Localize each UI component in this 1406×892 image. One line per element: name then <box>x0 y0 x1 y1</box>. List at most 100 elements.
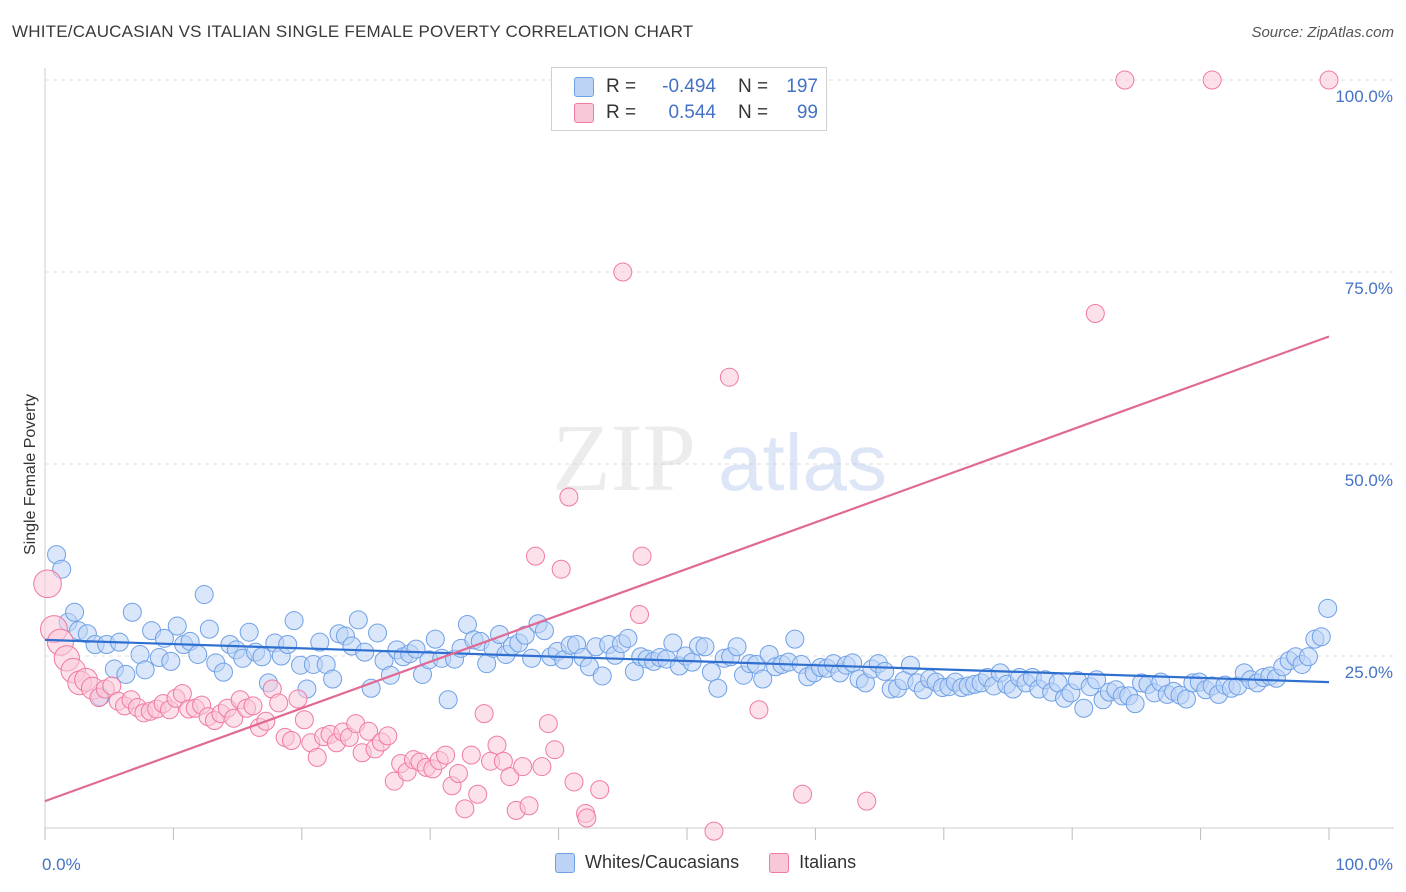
italians-point <box>461 745 481 765</box>
italians-point <box>1319 70 1339 90</box>
whites-point <box>1074 698 1094 718</box>
whites-point <box>188 644 208 664</box>
italians-point <box>632 546 652 566</box>
trend-lines <box>44 335 1330 803</box>
italians-point <box>307 747 327 767</box>
italians-point <box>243 696 263 716</box>
x-tick-label: 100.0% <box>1335 855 1393 874</box>
italians-point <box>545 740 565 760</box>
y-tick-label: 100.0% <box>1335 87 1393 106</box>
whites-point <box>199 619 219 639</box>
whites-point <box>355 642 375 662</box>
whites-point <box>278 634 298 654</box>
legend-r-label: R = <box>606 76 637 97</box>
whites-point <box>122 602 142 622</box>
whites-point <box>167 616 187 636</box>
italians-point <box>538 714 558 734</box>
series-legend-whites-label: Whites/Caucasians <box>585 852 740 872</box>
italians-point <box>487 735 507 755</box>
whites-point <box>900 655 920 675</box>
series-swatch-italians <box>769 852 790 873</box>
legend-n-value: 197 <box>786 76 818 97</box>
italians-point <box>436 745 456 765</box>
watermark-atlas: atlas <box>718 418 887 507</box>
italians-point <box>1085 303 1105 323</box>
whites-point <box>161 651 181 671</box>
whites-point <box>438 690 458 710</box>
italians-point <box>359 721 379 741</box>
whites-point <box>135 660 155 680</box>
italians-point <box>384 771 404 791</box>
y-tick-label: 25.0% <box>1345 663 1393 682</box>
italians-point <box>282 730 302 750</box>
italians-point <box>468 784 488 804</box>
whites-point <box>1318 598 1338 618</box>
legend-n-label: N = <box>738 76 769 97</box>
legend-row-italians: R = 0.544 N = 99 <box>574 101 818 125</box>
whites-point <box>708 678 728 698</box>
whites-point <box>368 623 388 643</box>
italians-point <box>474 704 494 724</box>
italians-point <box>551 559 571 579</box>
italians-point <box>378 726 398 746</box>
whites-point <box>116 664 136 684</box>
whites-point <box>875 661 895 681</box>
legend-n-value: 99 <box>796 102 818 123</box>
italians-point <box>448 764 468 784</box>
italians-point <box>719 367 739 387</box>
italians-point <box>532 757 552 777</box>
series-legend-whites[interactable]: Whites/Caucasians <box>555 852 739 873</box>
whites-point <box>348 610 368 630</box>
gridlines <box>45 79 1394 657</box>
legend-n-label: N = <box>738 102 769 123</box>
whites-point <box>785 629 805 649</box>
whites-point <box>701 662 721 682</box>
whites-trend-line <box>44 638 1330 684</box>
legend-r-label: R = <box>606 102 637 123</box>
whites-point <box>284 611 304 631</box>
whites-point <box>1125 694 1145 714</box>
italians-point <box>224 708 244 728</box>
italians-point <box>1115 70 1135 90</box>
italians-point <box>793 784 813 804</box>
y-tick-label: 50.0% <box>1345 471 1393 490</box>
source-label: Source: ZipAtlas.com <box>1251 24 1394 41</box>
italians-point <box>519 796 539 816</box>
whites-point <box>695 637 715 657</box>
whites-point <box>1311 627 1331 647</box>
italians-point <box>613 262 633 282</box>
italians-point <box>288 689 308 709</box>
italians-point <box>857 791 877 811</box>
whites-point <box>534 621 554 641</box>
italians-point <box>33 569 62 599</box>
legend-swatch-italians <box>574 103 594 123</box>
tick-labels: 25.0% 50.0% 75.0% 100.0% 0.0% 100.0% <box>42 87 1393 874</box>
whites-point <box>1298 647 1318 667</box>
whites-point <box>213 662 233 682</box>
italians-point <box>1202 70 1222 90</box>
series-legend: Whites/Caucasians Italians <box>555 852 886 873</box>
italians-point <box>500 767 520 787</box>
whites-point <box>843 653 863 673</box>
legend-swatch-whites <box>574 77 594 97</box>
whites-point <box>239 622 259 642</box>
series-swatch-whites <box>555 852 575 873</box>
legend-r-value: -0.494 <box>662 76 716 97</box>
series-italians-points <box>33 70 1339 841</box>
italians-point <box>749 700 769 720</box>
y-axis-label: Single Female Poverty <box>22 394 39 555</box>
whites-point <box>753 669 773 689</box>
chart-title: WHITE/CAUCASIAN VS ITALIAN SINGLE FEMALE… <box>12 22 694 41</box>
correlation-legend: R = -0.494 N = 197 R = 0.544 N = 99 <box>551 67 827 131</box>
italians-point <box>577 808 597 828</box>
italians-point <box>629 605 649 625</box>
series-legend-italians[interactable]: Italians <box>769 852 856 873</box>
series-legend-italians-label: Italians <box>799 852 857 872</box>
whites-point <box>310 632 330 652</box>
italians-point <box>559 487 579 507</box>
italians-point <box>525 546 545 566</box>
whites-point <box>663 633 683 653</box>
whites-point <box>323 669 343 689</box>
whites-point <box>194 585 214 605</box>
